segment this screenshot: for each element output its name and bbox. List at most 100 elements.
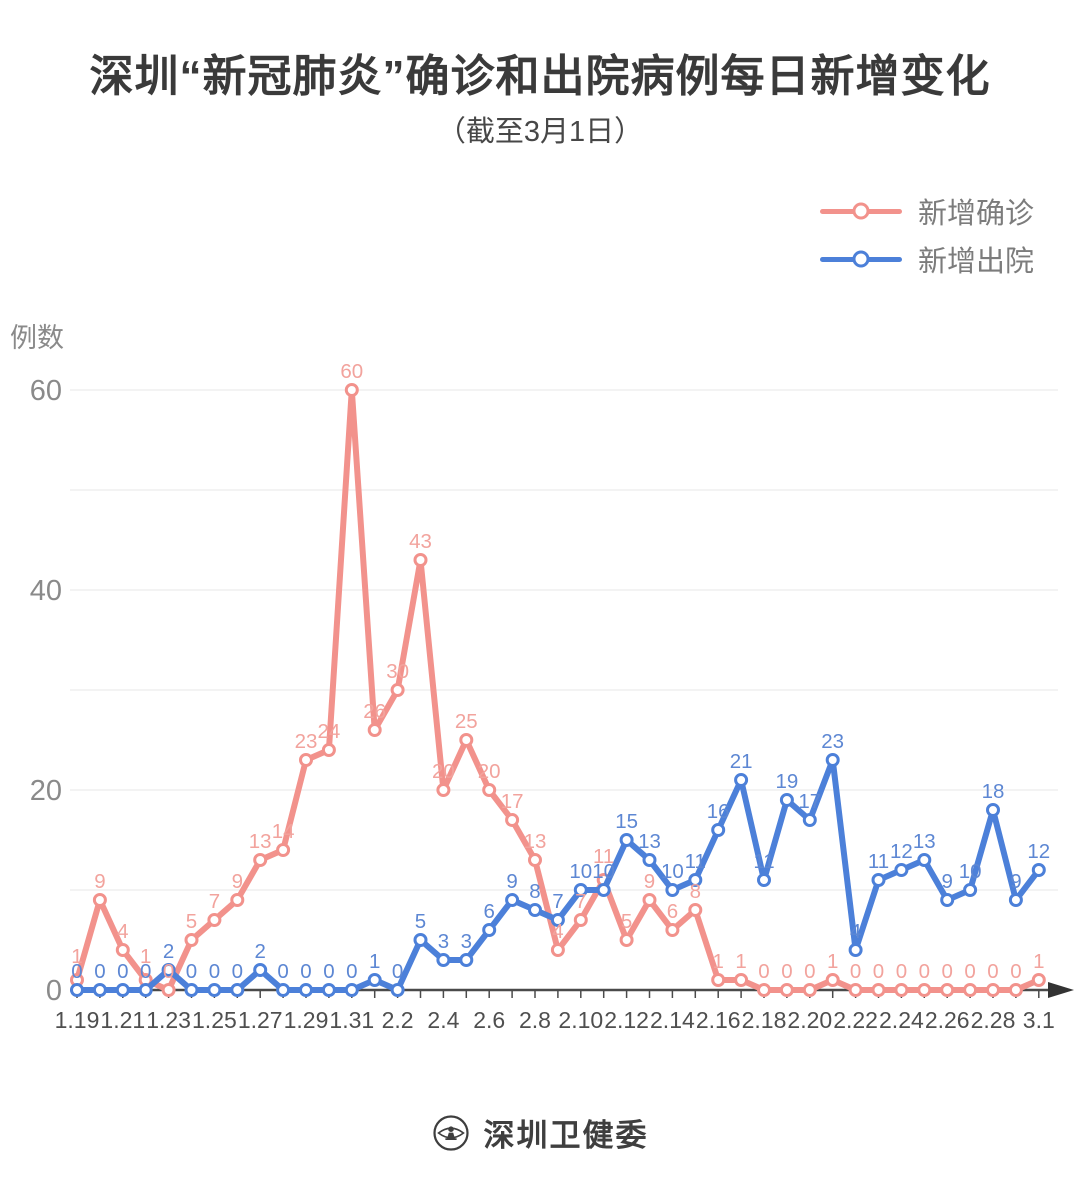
discharged-data-point[interactable] [505,893,520,907]
discharged-data-point[interactable] [986,803,1000,817]
discharged-data-point[interactable] [1008,893,1023,907]
confirmed-data-point[interactable] [230,893,245,907]
confirmed-value-label: 4 [117,920,128,943]
discharged-data-point[interactable] [734,773,749,787]
confirmed-data-point[interactable] [642,893,657,907]
discharged-data-point[interactable] [367,973,382,987]
confirmed-data-point[interactable] [871,983,886,997]
discharged-value-label: 6 [483,900,494,923]
confirmed-data-point[interactable] [207,913,222,927]
confirmed-data-point[interactable] [390,683,405,697]
x-tick-label: 1.29 [284,1007,329,1033]
confirmed-data-point[interactable] [894,983,909,997]
discharged-data-point[interactable] [276,983,291,997]
confirmed-data-point[interactable] [848,983,863,997]
confirmed-data-point[interactable] [779,983,794,997]
discharged-data-point[interactable] [963,883,978,897]
confirmed-data-point[interactable] [711,973,726,987]
discharged-data-point[interactable] [207,983,222,997]
discharged-data-point[interactable] [871,873,886,887]
confirmed-data-point[interactable] [825,973,840,987]
confirmed-data-point[interactable] [757,983,771,997]
discharged-data-point[interactable] [642,853,657,867]
confirmed-data-point[interactable] [115,943,130,957]
discharged-data-point[interactable] [413,933,428,947]
discharged-data-point[interactable] [390,983,405,997]
discharged-data-point[interactable] [550,913,565,927]
x-tick-label: 2.26 [925,1007,970,1033]
discharged-data-point[interactable] [321,983,336,997]
confirmed-data-point[interactable] [986,983,1000,997]
discharged-data-point[interactable] [344,983,359,997]
confirmed-data-point[interactable] [253,853,268,867]
discharged-data-point[interactable] [573,883,588,897]
discharged-value-label: 19 [775,770,798,793]
confirmed-data-point[interactable] [321,743,336,757]
confirmed-data-point[interactable] [92,893,107,907]
discharged-data-point[interactable] [184,983,199,997]
confirmed-data-point[interactable] [688,903,703,917]
legend-item-confirmed[interactable]: 新增确诊 [819,190,1034,232]
confirmed-data-point[interactable] [505,813,520,827]
confirmed-data-point[interactable] [528,853,542,867]
confirmed-data-point[interactable] [276,843,291,857]
confirmed-data-point[interactable] [1008,983,1023,997]
confirmed-value-label: 0 [850,960,861,983]
discharged-data-point[interactable] [161,963,176,977]
discharged-data-point[interactable] [940,893,955,907]
discharged-data-point[interactable] [688,873,703,887]
confirmed-data-point[interactable] [619,933,634,947]
discharged-data-point[interactable] [436,953,451,967]
confirmed-data-point[interactable] [459,733,474,747]
confirmed-data-point[interactable] [550,943,565,957]
discharged-data-point[interactable] [92,983,107,997]
discharged-data-point[interactable] [115,983,130,997]
confirmed-data-point[interactable] [940,983,955,997]
discharged-data-point[interactable] [779,793,794,807]
confirmed-data-point[interactable] [344,383,359,397]
discharged-data-point[interactable] [917,853,932,867]
discharged-value-label: 10 [661,860,684,883]
discharged-data-point[interactable] [138,983,153,997]
discharged-data-point[interactable] [825,753,840,767]
discharged-data-point[interactable] [711,823,726,837]
confirmed-value-label: 7 [575,890,586,913]
discharged-data-point[interactable] [596,883,611,897]
discharged-data-point[interactable] [253,963,268,977]
confirmed-value-label: 1 [735,950,746,973]
discharged-data-point[interactable] [802,813,817,827]
discharged-data-point[interactable] [848,943,863,957]
confirmed-data-point[interactable] [802,983,817,997]
confirmed-data-point[interactable] [573,913,588,927]
discharged-value-label: 13 [913,830,936,853]
discharged-data-point[interactable] [70,983,84,997]
discharged-data-point[interactable] [299,983,313,997]
discharged-data-point[interactable] [459,953,474,967]
discharged-data-point[interactable] [665,883,680,897]
discharged-data-point[interactable] [894,863,909,877]
confirmed-data-point[interactable] [184,933,199,947]
discharged-value-label: 0 [300,960,311,983]
confirmed-data-point[interactable] [413,553,428,567]
confirmed-data-point[interactable] [1031,973,1046,987]
confirmed-value-label: 17 [501,790,524,813]
confirmed-value-label: 26 [363,700,386,723]
discharged-data-point[interactable] [230,983,245,997]
legend-item-discharged[interactable]: 新增出院 [819,238,1034,280]
confirmed-data-point[interactable] [436,783,451,797]
confirmed-data-point[interactable] [963,983,978,997]
discharged-data-point[interactable] [619,833,634,847]
discharged-data-point[interactable] [757,873,771,887]
discharged-data-point[interactable] [528,903,542,917]
confirmed-value-label: 30 [386,660,409,683]
discharged-data-point[interactable] [482,923,497,937]
confirmed-data-point[interactable] [734,973,749,987]
confirmed-data-point[interactable] [482,783,497,797]
confirmed-data-point[interactable] [665,923,680,937]
discharged-data-point[interactable] [1031,863,1046,877]
confirmed-data-point[interactable] [367,723,382,737]
confirmed-data-point[interactable] [161,983,176,997]
confirmed-value-label: 0 [873,960,884,983]
confirmed-data-point[interactable] [917,983,932,997]
confirmed-data-point[interactable] [299,753,313,767]
